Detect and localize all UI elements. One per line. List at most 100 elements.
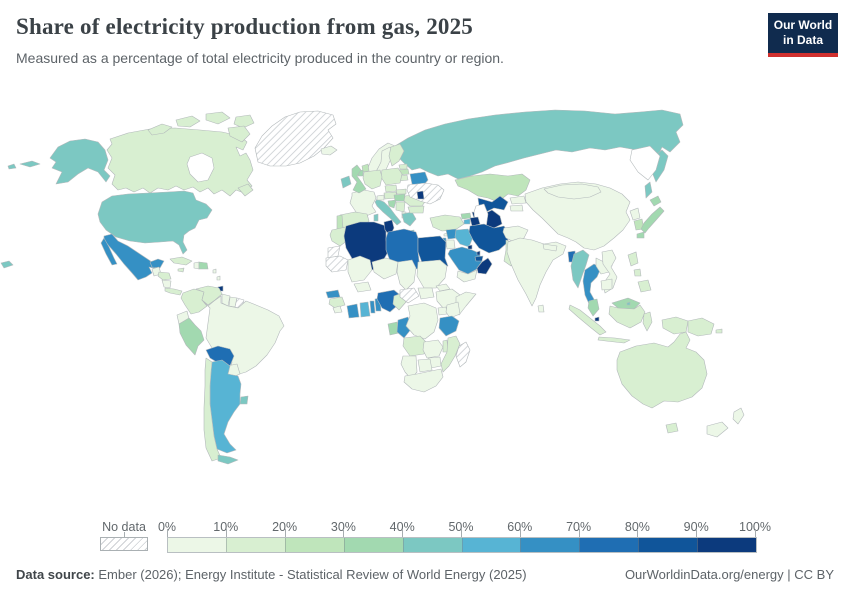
region-ireland[interactable] [340,175,352,189]
region-portugal[interactable] [336,214,344,230]
region-sudan[interactable] [416,259,448,289]
legend-bin-30-40%[interactable] [343,538,403,552]
region-egypt[interactable] [417,235,449,269]
region-iceland[interactable] [320,145,338,156]
region-serbia[interactable] [395,201,406,213]
region-united-states[interactable] [0,260,14,269]
region-ghana[interactable] [359,301,371,318]
region-indonesia[interactable] [661,316,689,335]
region-cuba[interactable] [169,256,193,266]
region-niger[interactable] [371,257,399,280]
region-india[interactable] [506,237,567,307]
region-mexico[interactable] [149,258,165,269]
region-mexico[interactable] [103,233,161,281]
region-canada[interactable] [233,114,255,129]
region-papua-new-guinea[interactable] [687,317,715,337]
region-nigeria[interactable] [376,289,401,313]
region-south-africa[interactable] [403,368,444,393]
region-canada[interactable] [147,123,173,136]
region-azerbaijan[interactable] [469,216,481,227]
region-democratic-republic-of-congo[interactable] [405,302,439,340]
region-cambodia[interactable] [600,278,613,291]
region-jamaica[interactable] [177,267,185,273]
region-lesser-antilles[interactable] [212,268,217,274]
region-australia[interactable] [616,331,708,409]
region-japan[interactable] [636,231,645,239]
region-malaysia[interactable] [611,297,641,310]
region-zambia[interactable] [422,339,444,359]
region-mozambique[interactable] [440,335,461,373]
region-sierra-leone[interactable] [332,305,343,314]
region-philippines[interactable] [633,268,642,277]
region-lesser-antilles[interactable] [216,275,221,281]
owid-logo[interactable]: Our World in Data [768,13,838,57]
region-mexico[interactable] [100,237,118,266]
region-canada[interactable] [237,183,254,197]
region-bolivia[interactable] [205,345,235,367]
region-united-states[interactable] [19,160,41,168]
region-bulgaria[interactable] [407,205,425,214]
region-canada[interactable] [227,125,251,143]
region-malaysia[interactable] [587,298,600,317]
region-greece[interactable] [401,211,417,227]
region-canada[interactable] [175,115,201,128]
region-tajikistan[interactable] [509,204,524,212]
legend-bin-50-60%[interactable] [461,538,521,552]
region-indonesia[interactable] [568,304,607,336]
region-canada[interactable] [106,127,254,197]
region-united-states[interactable] [49,138,111,185]
region-mauritania[interactable] [325,255,349,273]
region-philippines[interactable] [627,251,639,267]
region-haiti[interactable] [193,261,200,270]
region-indonesia[interactable] [597,336,631,344]
region-thailand[interactable] [582,263,602,307]
region-qatar[interactable] [476,250,481,256]
region-yemen[interactable] [456,269,478,283]
region-c-te-d-ivoire[interactable] [346,303,360,319]
world-map[interactable] [0,95,850,507]
region-greenland[interactable] [254,110,337,167]
region-tierra-del-fuego[interactable] [217,454,239,465]
region-indonesia[interactable] [608,304,646,329]
legend-bin-0-10%[interactable] [168,538,226,552]
region-georgia[interactable] [460,212,472,220]
region-costa-rica-and-panama[interactable] [164,287,183,296]
region-kenya[interactable] [445,301,461,319]
region-angola[interactable] [402,335,427,357]
region-japan[interactable] [649,195,662,207]
region-italy[interactable] [374,198,402,226]
region-nicaragua[interactable] [161,279,172,289]
region-kyrgyzstan[interactable] [509,195,527,205]
region-dominican-republic[interactable] [198,261,209,270]
region-colombia[interactable] [180,288,208,315]
region-singapore[interactable] [594,316,600,322]
region-uganda[interactable] [437,306,448,316]
region-kuwait[interactable] [467,244,473,250]
region-botswana[interactable] [417,358,433,373]
region-honduras[interactable] [157,271,172,281]
legend-bin-60-70%[interactable] [520,538,580,552]
legend-no-data-swatch[interactable] [100,537,148,551]
region-united-kingdom[interactable] [351,164,367,194]
region-eritrea[interactable] [435,283,451,292]
region-south-sudan[interactable] [417,287,435,300]
region-madagascar[interactable] [455,341,471,368]
region-canada[interactable] [205,111,231,125]
region-turkey[interactable] [429,214,465,232]
credit-link[interactable]: OurWorldinData.org/energy | CC BY [624,567,834,582]
region-sri-lanka[interactable] [537,304,545,313]
region-russia[interactable] [644,181,653,199]
region-chile[interactable] [203,357,222,462]
region-philippines[interactable] [637,279,652,293]
region-north-korea[interactable] [629,207,641,221]
region-papua-new-guinea[interactable] [715,328,723,334]
region-central-african-republic[interactable] [399,287,420,304]
region-czechia[interactable] [384,184,398,193]
region-indonesia[interactable] [642,311,653,332]
region-new-zealand[interactable] [706,421,729,438]
region-switzerland[interactable] [376,194,385,201]
region-finland[interactable] [388,143,405,167]
region-slovakia[interactable] [395,188,407,195]
region-ukraine[interactable] [406,182,445,205]
region-croatia[interactable] [387,199,397,209]
